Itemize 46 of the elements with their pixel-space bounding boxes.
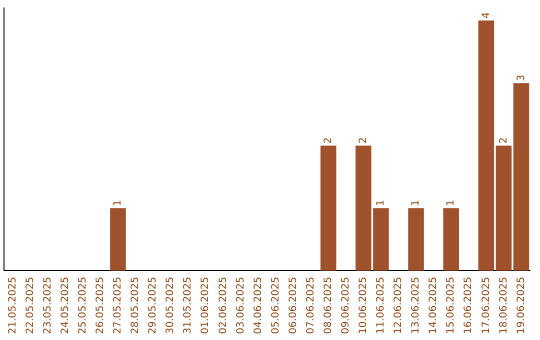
bar (110, 208, 126, 271)
data-label: 3 (516, 74, 527, 82)
x-tick-label: 10.06.2025 (358, 276, 370, 334)
x-tick-label: 07.06.2025 (305, 276, 316, 334)
x-tick-label: 15.06.2025 (446, 276, 457, 334)
bar (320, 146, 336, 271)
x-tick-label: 21.05.2025 (7, 276, 18, 334)
data-label: 1 (376, 200, 387, 206)
x-tick-label: 19.06.2025 (516, 276, 527, 334)
x-tick-label: 01.06.2025 (200, 276, 212, 334)
x-tick-label: 09.06.2025 (340, 276, 352, 334)
x-tick-label: 18.06.2025 (498, 276, 510, 334)
x-tick-label: 11.06.2025 (376, 276, 387, 334)
x-tick-label: 14.06.2025 (428, 276, 440, 334)
bar (478, 20, 494, 271)
data-label: 1 (410, 200, 422, 206)
x-tick-label: 17.06.2025 (480, 276, 492, 334)
data-label: 1 (112, 200, 124, 206)
data-label: 2 (498, 137, 510, 144)
x-tick-label: 03.06.2025 (235, 276, 246, 334)
data-label: 2 (358, 137, 370, 144)
x-tick-label: 31.05.2025 (182, 276, 194, 334)
x-tick-label: 06.06.2025 (288, 276, 299, 334)
bar (443, 208, 459, 271)
x-tick-label: 04.06.2025 (252, 276, 264, 334)
data-label: 2 (322, 137, 334, 144)
x-tick-label: 05.06.2025 (270, 276, 282, 334)
x-tick-label: 28.05.2025 (130, 276, 142, 334)
x-tick-label: 27.05.2025 (112, 276, 124, 334)
data-label: 4 (480, 12, 492, 19)
x-tick-label: 26.05.2025 (95, 276, 106, 334)
x-tick-label: 25.05.2025 (77, 276, 88, 334)
x-tick-label: 30.05.2025 (165, 276, 176, 334)
x-tick-label: 24.05.2025 (60, 276, 71, 334)
x-tick-label: 13.06.2025 (410, 276, 422, 334)
x-tick-label: 23.05.2025 (42, 276, 54, 334)
x-tick-label: 08.06.2025 (322, 276, 334, 334)
bar (408, 208, 424, 271)
x-tick-label: 29.05.2025 (148, 276, 159, 334)
x-tick-label: 12.06.2025 (393, 276, 404, 334)
bar (496, 146, 512, 271)
data-label: 1 (446, 200, 457, 206)
x-tick-label: 22.05.2025 (24, 276, 36, 334)
bar (513, 83, 530, 271)
x-tick-label: 02.06.2025 (218, 276, 229, 334)
x-tick-label: 16.06.2025 (463, 276, 474, 334)
